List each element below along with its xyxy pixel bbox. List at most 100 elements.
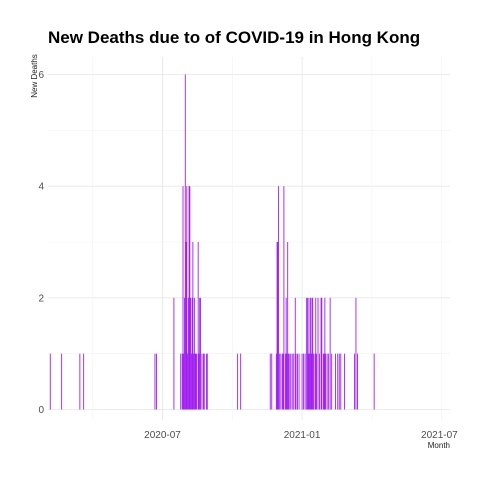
bar: [193, 297, 195, 410]
bar: [187, 353, 189, 410]
bar: [313, 353, 314, 410]
bar: [286, 353, 288, 410]
bar: [308, 297, 310, 410]
bar: [203, 353, 205, 410]
grid: [48, 57, 450, 420]
x-tick-label: 2021-07: [421, 430, 458, 441]
bar: [193, 353, 195, 410]
bars: [49, 74, 375, 410]
bar: [195, 353, 197, 410]
x-tick-label: 2021-01: [284, 430, 321, 441]
bar: [322, 353, 324, 410]
bar: [61, 353, 63, 410]
bar: [298, 353, 300, 410]
bar: [357, 353, 358, 410]
bar: [190, 353, 192, 410]
x-axis-ticks: 2020-07 2021-01 2021-07: [144, 430, 458, 441]
y-axis-label: New Deaths: [30, 54, 39, 98]
bar: [275, 353, 277, 410]
bar: [328, 353, 330, 410]
bar: [276, 242, 278, 410]
bar: [325, 353, 327, 410]
bar: [278, 186, 280, 410]
bar: [373, 353, 375, 410]
bar: [319, 353, 320, 410]
bar: [188, 186, 190, 410]
bar: [317, 297, 319, 410]
y-tick-label: 0: [38, 405, 44, 416]
bar: [287, 353, 289, 410]
bar: [306, 297, 308, 410]
bar: [324, 297, 326, 410]
bar: [185, 242, 187, 410]
bar: [240, 353, 242, 410]
bar: [198, 353, 200, 410]
bar: [337, 353, 339, 410]
bar: [186, 186, 188, 410]
bar: [269, 353, 271, 410]
bar: [156, 353, 157, 410]
bar: [180, 353, 182, 410]
chart-title: New Deaths due to of COVID-19 in Hong Ko…: [48, 28, 420, 47]
bar: [237, 353, 239, 410]
bar: [315, 297, 317, 410]
bar: [196, 353, 198, 410]
bar: [206, 353, 207, 410]
bar: [344, 353, 346, 410]
bar: [316, 353, 317, 410]
y-tick-label: 4: [38, 182, 44, 193]
bar: [184, 297, 185, 410]
x-axis-label: Month: [428, 441, 450, 450]
bar: [335, 353, 336, 410]
y-tick-label: 6: [38, 70, 44, 81]
bar: [310, 353, 312, 410]
bar: [293, 353, 295, 410]
x-tick-label: 2020-07: [144, 430, 181, 441]
bar: [79, 353, 81, 410]
bar: [340, 353, 342, 410]
bar: [309, 353, 311, 410]
bar: [49, 353, 51, 410]
bar: [181, 353, 183, 410]
bar: [309, 297, 311, 410]
bar: [321, 297, 323, 410]
y-tick-label: 2: [38, 293, 44, 304]
bar: [199, 297, 201, 410]
bar: [187, 297, 189, 410]
bar: [154, 353, 156, 410]
bar: [312, 297, 314, 410]
bar: [304, 353, 306, 410]
y-axis-ticks: 0 2 4 6: [38, 70, 44, 416]
bar: [277, 242, 279, 410]
bar: [184, 74, 186, 410]
bar: [280, 353, 282, 410]
bar: [353, 353, 355, 410]
bar: [331, 353, 333, 410]
bar: [190, 297, 192, 410]
bar: [200, 297, 201, 410]
bar: [173, 297, 175, 410]
bar: [287, 242, 289, 410]
bar: [303, 353, 305, 410]
bar: [301, 353, 303, 410]
bar: [285, 297, 287, 410]
bar: [191, 297, 193, 410]
bar: [206, 353, 208, 410]
bar: [271, 353, 273, 410]
bar: [329, 297, 331, 410]
bar: [307, 353, 309, 410]
bar: [355, 297, 357, 410]
bar: [294, 297, 296, 410]
bar: [291, 353, 293, 410]
bar: [326, 353, 328, 410]
bar: [183, 353, 185, 410]
bar: [288, 353, 290, 410]
bar: [306, 297, 308, 410]
bar: [83, 353, 85, 410]
bar: [192, 242, 194, 410]
bar: [182, 186, 184, 410]
bar: [278, 353, 280, 410]
bar: [314, 353, 316, 410]
bar: [283, 186, 285, 410]
